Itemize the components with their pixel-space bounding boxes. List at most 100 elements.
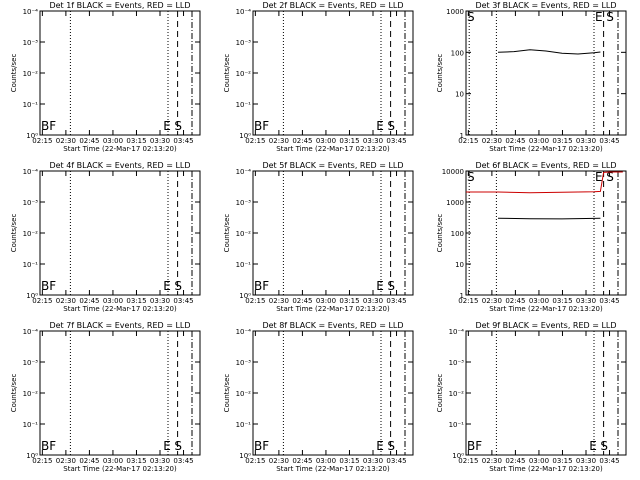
detector-panel: Det 5f BLACK = Events, RED = LLD 10⁰ 10⁻¹ 1… (223, 161, 414, 313)
y-tick-label: 10⁻³ (23, 39, 39, 47)
x-tick-label: 02:45 (505, 137, 525, 145)
x-tick-label: 03:00 (529, 137, 549, 145)
x-tick-label: 03:45 (173, 137, 193, 145)
panel-title: Det 9f BLACK = Events, RED = LLD (475, 321, 616, 330)
x-tick-label: 02:30 (56, 137, 76, 145)
plot-frame (465, 330, 627, 456)
plot-frame (39, 330, 201, 456)
plot-frame (252, 330, 414, 456)
y-tick-label: 10⁻³ (236, 39, 252, 47)
marker-label: S (174, 439, 182, 453)
panel-title: Det 2f BLACK = Events, RED = LLD (262, 1, 403, 10)
x-tick-label: 02:30 (269, 457, 289, 465)
y-tick-label: 10 (455, 261, 464, 269)
x-tick-label: 03:15 (126, 457, 146, 465)
y-axis-label: Counts/sec (223, 214, 231, 253)
x-tick-label: 02:15 (32, 297, 52, 305)
x-tick-label: 03:45 (386, 137, 406, 145)
marker-label: S (606, 10, 614, 24)
y-tick-label: 10⁻⁴ (23, 8, 39, 16)
x-axis-label: Start Time (22-Mar-17 02:13:20) (489, 145, 603, 153)
x-tick-label: 03:15 (339, 297, 359, 305)
marker-label: BF (41, 279, 56, 293)
marker-label: BF (467, 439, 482, 453)
y-tick-label: 10⁻⁴ (236, 168, 252, 176)
x-tick-label: 02:30 (56, 457, 76, 465)
x-tick-label: 03:15 (126, 297, 146, 305)
x-tick-label: 02:45 (79, 457, 99, 465)
detector-panel: Det 6f BLACK = Events, RED = LLD 1 10 100 10… (436, 161, 627, 313)
y-tick-label: 10000 (442, 168, 464, 176)
y-tick-label: 10⁻² (23, 230, 39, 238)
x-tick-label: 03:15 (552, 457, 572, 465)
marker-label: E (589, 439, 597, 453)
y-axis-label: Counts/sec (436, 374, 444, 413)
y-tick-label: 100 (451, 49, 464, 57)
x-tick-label: 02:15 (245, 457, 265, 465)
panel-title: Det 8f BLACK = Events, RED = LLD (262, 321, 403, 330)
series-line (497, 49, 601, 55)
y-tick-label: 10⁻² (236, 390, 252, 398)
y-tick-label: 10⁰ (26, 132, 38, 140)
panel-title: Det 4f BLACK = Events, RED = LLD (49, 161, 190, 170)
x-tick-label: 03:00 (103, 457, 123, 465)
y-tick-label: 10⁻¹ (236, 421, 252, 429)
x-axis-label: Start Time (22-Mar-17 02:13:20) (63, 305, 177, 313)
x-tick-label: 03:45 (599, 297, 619, 305)
x-tick-label: 03:30 (576, 457, 596, 465)
detector-panel: Det 4f BLACK = Events, RED = LLD 10⁰ 10⁻¹ 1… (10, 161, 201, 313)
y-axis-label: Counts/sec (436, 214, 444, 253)
x-tick-label: 02:15 (458, 137, 478, 145)
y-tick-label: 10⁻⁴ (236, 8, 252, 16)
x-tick-label: 03:00 (103, 297, 123, 305)
detector-panel: Det 9f BLACK = Events, RED = LLD 10⁰ 10⁻¹ 1… (436, 321, 627, 473)
marker-label: BF (41, 119, 56, 133)
y-tick-label: 10⁻⁴ (236, 328, 252, 336)
x-tick-label: 03:30 (363, 297, 383, 305)
y-tick-label: 10⁰ (239, 452, 251, 460)
y-tick-label: 10⁻² (449, 390, 465, 398)
panel-title: Det 7f BLACK = Events, RED = LLD (49, 321, 190, 330)
y-tick-label: 10⁻³ (23, 199, 39, 207)
marker-label: E (376, 119, 384, 133)
y-tick-label: 10⁻³ (236, 199, 252, 207)
x-tick-label: 03:45 (173, 457, 193, 465)
marker-label: E (163, 119, 171, 133)
x-tick-label: 02:45 (292, 457, 312, 465)
x-tick-label: 02:15 (32, 457, 52, 465)
marker-label: S (606, 170, 614, 184)
x-axis-label: Start Time (22-Mar-17 02:13:20) (276, 145, 390, 153)
y-tick-label: 10⁻³ (236, 359, 252, 367)
y-tick-label: 10⁻¹ (236, 101, 252, 109)
y-tick-label: 10⁻¹ (236, 261, 252, 269)
x-tick-label: 02:45 (292, 137, 312, 145)
x-axis-label: Start Time (22-Mar-17 02:13:20) (276, 305, 390, 313)
y-tick-label: 100 (451, 230, 464, 238)
x-tick-label: 03:00 (316, 297, 336, 305)
marker-label: S (174, 279, 182, 293)
x-tick-label: 02:30 (269, 297, 289, 305)
marker-label: S (174, 119, 182, 133)
marker-label: E (376, 279, 384, 293)
x-tick-label: 02:15 (245, 297, 265, 305)
y-tick-label: 1 (460, 292, 464, 300)
x-tick-label: 02:30 (269, 137, 289, 145)
marker-label: BF (41, 439, 56, 453)
x-axis-label: Start Time (22-Mar-17 02:13:20) (489, 305, 603, 313)
x-tick-label: 03:15 (339, 137, 359, 145)
x-tick-label: 03:30 (150, 137, 170, 145)
marker-label: S (387, 439, 395, 453)
y-axis-label: Counts/sec (10, 54, 18, 93)
x-tick-label: 03:45 (599, 457, 619, 465)
x-tick-label: 03:15 (552, 137, 572, 145)
detector-panel: Det 2f BLACK = Events, RED = LLD 10⁰ 10⁻¹ 1… (223, 1, 414, 153)
x-tick-label: 03:00 (103, 137, 123, 145)
x-tick-label: 03:30 (150, 297, 170, 305)
x-tick-label: 03:00 (316, 457, 336, 465)
y-tick-label: 10⁻⁴ (23, 168, 39, 176)
plot-frame (465, 10, 627, 136)
x-tick-label: 02:30 (482, 297, 502, 305)
y-tick-label: 10⁰ (239, 132, 251, 140)
panel-title: Det 6f BLACK = Events, RED = LLD (475, 161, 616, 170)
marker-label: E (595, 170, 603, 184)
